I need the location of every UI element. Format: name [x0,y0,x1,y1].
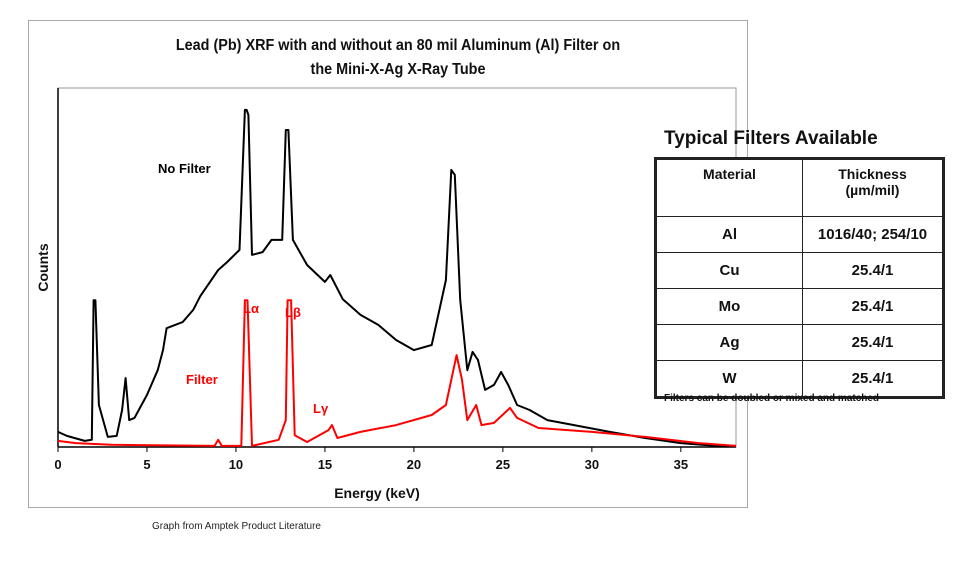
cell-thickness: 1016/40; 254/10 [802,216,944,253]
cell-thickness: 25.4/1 [802,288,944,325]
filters-table: Material Thickness (µm/mil) Al 1016/40; 2… [654,157,945,399]
table-row: W 25.4/1 [655,360,944,398]
table-row: Ag 25.4/1 [655,324,944,361]
cell-material: Al [655,216,803,253]
annotation-l-beta: Lβ [285,305,301,320]
cell-thickness: 25.4/1 [802,360,944,398]
table-row: Al 1016/40; 254/10 [655,216,944,253]
table-header-row: Material Thickness (µm/mil) [655,158,944,217]
x-tick-label: 10 [229,457,243,472]
series-line-filter [57,299,737,447]
cell-material: Ag [655,324,803,361]
x-tick-label: 0 [54,457,61,472]
x-tick-label: 20 [407,457,421,472]
annotation-l-gamma: Lγ [313,401,329,416]
y-axis-label: Counts [35,243,51,291]
filters-note: Filters can be doubled or mixed and matc… [664,393,880,404]
caption: Graph from Amptek Product Literature [152,521,321,532]
cell-thickness: 25.4/1 [802,324,944,361]
annotation-filter: Filter [186,372,218,387]
annotation-l-alpha: Lα [243,301,259,316]
header-thickness: Thickness (µm/mil) [802,158,944,217]
plot-area [57,87,737,448]
cell-thickness: 25.4/1 [802,252,944,289]
x-tick-label: 30 [585,457,599,472]
x-axis-label: Energy (keV) [334,485,420,501]
x-tick-label: 5 [143,457,150,472]
filters-table-title: Typical Filters Available [664,128,878,149]
table-row: Cu 25.4/1 [655,252,944,289]
x-tick-label: 15 [318,457,332,472]
cell-material: W [655,360,803,398]
series-line-no-filter [57,108,736,447]
chart-title: Lead (Pb) XRF with and without an 80 mil… [175,37,621,78]
header-material: Material [655,158,803,217]
x-tick-label: 25 [496,457,510,472]
annotation-no-filter: No Filter [158,161,211,176]
table-row: Mo 25.4/1 [655,288,944,325]
cell-material: Mo [655,288,803,325]
cell-material: Cu [655,252,803,289]
x-tick-label: 35 [674,457,688,472]
